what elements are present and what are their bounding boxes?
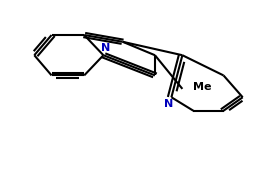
Text: N: N <box>101 43 110 54</box>
Text: N: N <box>164 99 173 109</box>
Text: Me: Me <box>193 82 211 92</box>
